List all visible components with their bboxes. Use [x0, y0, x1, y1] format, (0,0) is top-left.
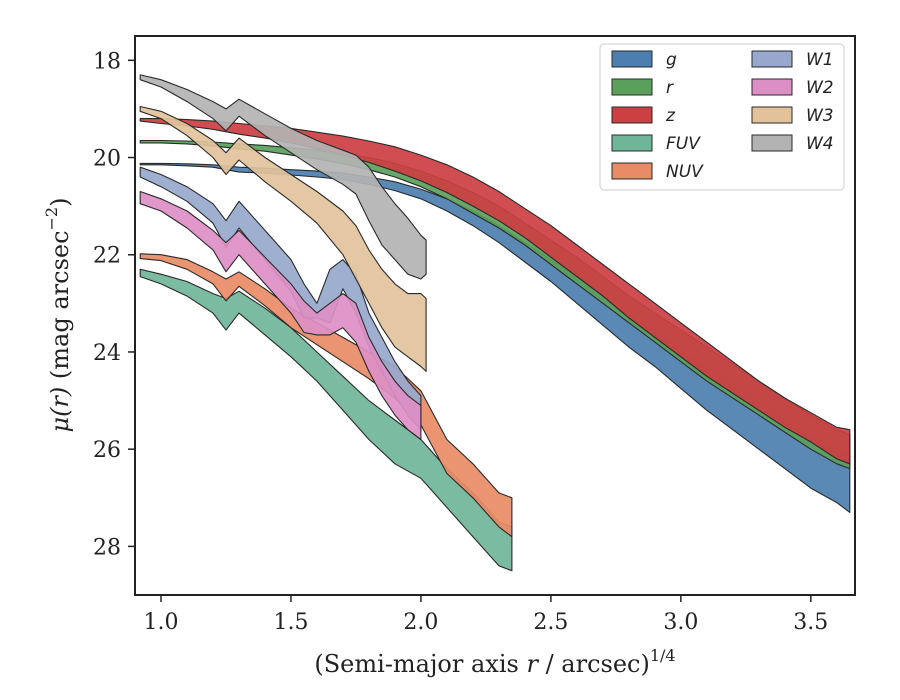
x-tick-label: 1.5 [273, 610, 308, 635]
legend-label-r: r [666, 78, 674, 98]
x-tick-label: 2.5 [533, 610, 568, 635]
legend-label-z: z [665, 106, 676, 126]
x-axis-ticks: 1.0 1.5 2.0 2.5 3.0 3.5 [143, 595, 828, 635]
bands-layer [139, 74, 851, 572]
legend-label-w4: W4 [806, 134, 834, 154]
legend-swatch-nuv [611, 162, 653, 180]
y-tick-label: 20 [93, 147, 121, 172]
legend-items: grz FUV NUV W1 W2 W3 W4 [611, 50, 834, 182]
x-tick-label: 3.0 [663, 610, 698, 635]
band-nuv [139, 253, 513, 538]
legend-label-g: g [666, 50, 677, 70]
legend-swatch-g [611, 50, 653, 68]
x-tick-label: 3.5 [793, 610, 828, 635]
y-tick-label: 26 [93, 438, 121, 463]
x-tick-label: 1.0 [143, 610, 178, 635]
band-fuv [139, 268, 513, 572]
y-axis-ticks: 18 20 22 24 26 28 [93, 49, 135, 560]
legend-swatch-w3 [751, 106, 793, 124]
band-w4 [139, 74, 427, 280]
legend-swatch-fuv [611, 134, 653, 152]
legend-label-w2: W2 [806, 78, 834, 98]
y-tick-label: 28 [93, 535, 121, 560]
legend-swatch-w1 [751, 50, 793, 68]
legend-swatch-w4 [751, 134, 793, 152]
plot-frame [134, 35, 856, 596]
legend-swatch-r [611, 78, 653, 96]
y-tick-label: 18 [93, 49, 121, 74]
legend-swatch-w2 [751, 78, 793, 96]
legend-label-nuv: NUV [666, 162, 704, 182]
legend-label-fuv: FUV [666, 134, 701, 154]
y-axis-label: μ(r) (mag arcsec−2​) [42, 198, 74, 433]
legend-label-w3: W3 [806, 106, 834, 126]
y-tick-label: 22 [93, 244, 121, 269]
band-w3 [139, 105, 427, 372]
legend-label-w1: W1 [806, 50, 834, 70]
band-w2 [139, 190, 422, 441]
y-tick-label: 24 [93, 341, 121, 366]
legend-swatch-z [611, 106, 653, 124]
x-axis-label: (Semi-major axis r / arcsec)1/4​ [314, 646, 675, 678]
legend: grz FUV NUV W1 W2 W3 W4 [599, 43, 845, 191]
x-tick-label: 2.0 [403, 610, 438, 635]
